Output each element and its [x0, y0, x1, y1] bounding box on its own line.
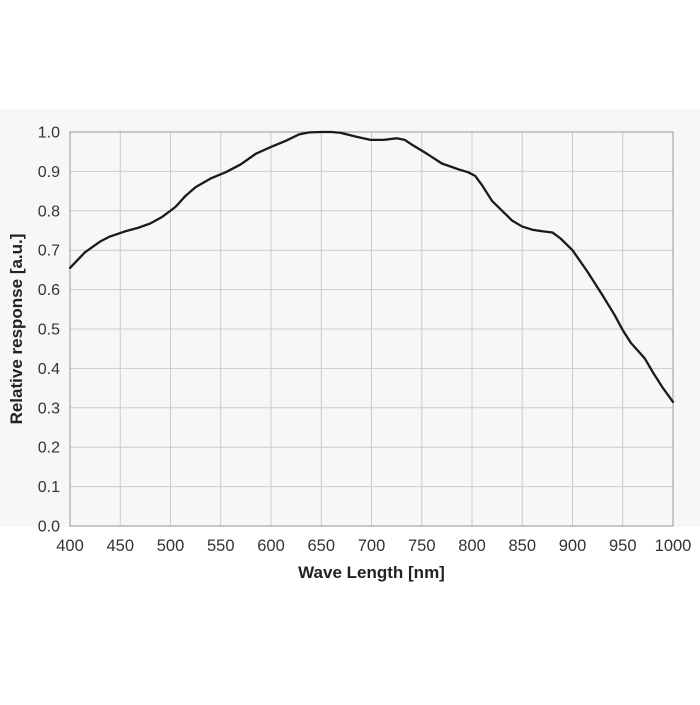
svg-text:600: 600 [257, 537, 285, 555]
svg-text:1000: 1000 [655, 537, 692, 555]
svg-text:800: 800 [458, 537, 486, 555]
svg-text:1.0: 1.0 [38, 125, 60, 142]
svg-text:0.6: 0.6 [38, 282, 60, 299]
svg-text:400: 400 [56, 537, 84, 555]
svg-text:Wave Length [nm]: Wave Length [nm] [298, 563, 445, 582]
svg-text:0.2: 0.2 [38, 440, 60, 457]
svg-text:850: 850 [508, 537, 536, 555]
svg-text:950: 950 [609, 537, 637, 555]
svg-text:650: 650 [307, 537, 335, 555]
svg-text:0.4: 0.4 [38, 361, 60, 378]
svg-text:0.0: 0.0 [38, 519, 60, 536]
svg-text:500: 500 [157, 537, 185, 555]
svg-text:0.9: 0.9 [38, 164, 60, 181]
svg-text:550: 550 [207, 537, 235, 555]
svg-text:Relative response [a.u.]: Relative response [a.u.] [7, 234, 26, 425]
svg-text:750: 750 [408, 537, 436, 555]
svg-text:0.7: 0.7 [38, 243, 60, 260]
svg-text:450: 450 [106, 537, 134, 555]
svg-text:0.5: 0.5 [38, 322, 60, 339]
svg-text:0.3: 0.3 [38, 400, 60, 417]
svg-text:900: 900 [559, 537, 587, 555]
svg-text:0.1: 0.1 [38, 479, 60, 496]
svg-text:700: 700 [358, 537, 386, 555]
svg-text:0.8: 0.8 [38, 203, 60, 220]
